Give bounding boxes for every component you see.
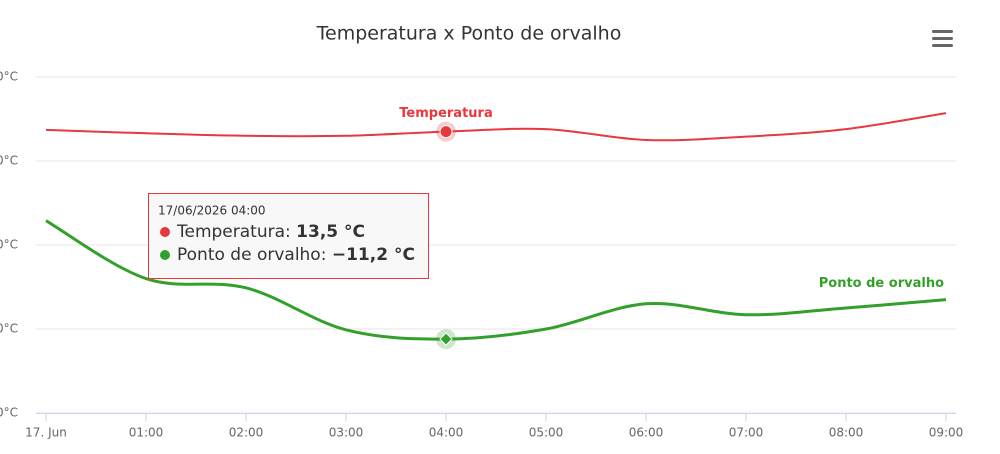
menu-bar [932,30,953,33]
hover-marker [439,125,453,139]
x-tick-label: 05:00 [529,426,564,440]
x-tick-label: 09:00 [929,426,964,440]
menu-bar [932,37,953,40]
tooltip-header: 17/06/2026 04:00 [158,204,266,218]
tooltip-name: Ponto de orvalho: [177,245,332,265]
x-tick-label: 06:00 [629,426,664,440]
tooltip-name: Temperatura: [176,222,296,242]
tooltip-dot [160,227,170,237]
x-tick-label: 08:00 [829,426,864,440]
x-tick-label: 04:00 [429,426,464,440]
y-tick-label: 0°C [0,238,18,252]
tooltip-dot [160,250,170,260]
series-label: Temperatura [399,106,492,121]
series-line [45,219,947,341]
series-label: Ponto de orvalho [819,276,944,291]
x-tick-label: 02:00 [229,426,264,440]
y-tick-label: 20°C [0,70,18,84]
tooltip-box [148,193,429,279]
y-tick-label: -20°C [0,406,18,420]
tooltip-line: Temperatura: 13,5 °C [176,222,365,242]
tooltip: 17/06/2026 04:00 Temperatura: 13,5 °C Pont… [148,193,429,279]
hover-marker [439,332,453,346]
y-tick-label: 10°C [0,154,18,168]
x-tick-label: 01:00 [129,426,164,440]
tooltip-value: 13,5 °C [296,222,365,242]
menu-bar [932,44,953,47]
menu-button[interactable] [932,30,953,47]
chart-title: Temperatura x Ponto de orvalho [316,23,622,45]
tooltip-value: −11,2 °C [332,245,415,265]
series-line [45,112,947,142]
y-tick-label: -10°C [0,322,18,336]
x-tick-label: 17. Jun [25,426,67,440]
tooltip-line: Ponto de orvalho: −11,2 °C [177,245,415,265]
x-tick-label: 03:00 [329,426,364,440]
x-tick-label: 07:00 [729,426,764,440]
